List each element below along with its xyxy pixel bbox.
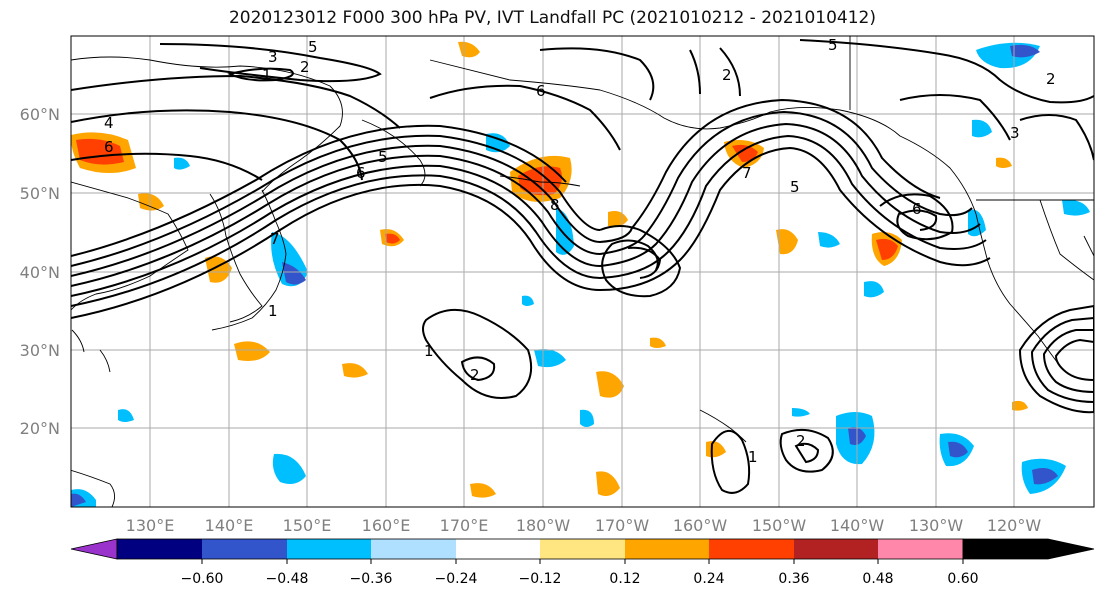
colorbar-segment	[709, 539, 794, 559]
lon-tick-label: 150°W	[752, 516, 807, 535]
contour-label: 1	[748, 448, 758, 466]
lon-tick-label: 180°W	[516, 516, 571, 535]
colorbar-extend-high	[962, 538, 1095, 560]
lat-tick-label: 60°N	[20, 105, 60, 124]
lat-tick-label: 50°N	[20, 184, 60, 203]
contour-label: 5	[790, 178, 800, 196]
contour-label: 6	[104, 138, 114, 156]
contour-labels: 3 5 1 2 6 4 6 5 6 8 7 5 2 6 1 1 2 5 2 3 …	[104, 36, 1056, 466]
colorbar-tick-label: −0.12	[519, 571, 562, 587]
lon-tick-label: 160°E	[362, 516, 411, 535]
colorbar-segment	[625, 539, 709, 559]
pc-shading	[71, 41, 1090, 507]
colorbar-segment	[540, 539, 625, 559]
contour-label: 1	[268, 302, 278, 320]
colorbar-tick-label: 0.60	[947, 571, 978, 587]
contour-label: 5	[308, 38, 318, 56]
lat-tick-label: 40°N	[20, 263, 60, 282]
colorbar-segment	[794, 539, 878, 559]
lon-tick-label: 140°E	[205, 516, 254, 535]
contour-label: 5	[828, 36, 838, 54]
contour-label: 2	[300, 58, 310, 76]
colorbar-segment	[878, 539, 963, 559]
colorbar-tick-label: −0.60	[181, 571, 224, 587]
contour-label: 2	[1046, 70, 1056, 88]
lon-tick-label: 120°W	[987, 516, 1042, 535]
lat-axis: 60°N 50°N 40°N 30°N 20°N	[20, 105, 60, 438]
lon-tick-label: 140°W	[830, 516, 885, 535]
contour-label: 2	[470, 366, 480, 384]
lon-tick-label: 130°W	[909, 516, 964, 535]
colorbar-segment	[371, 539, 456, 559]
colorbar-tick-label: −0.36	[350, 571, 393, 587]
colorbar-segment	[456, 539, 540, 559]
contour-label: 1	[424, 342, 434, 360]
lon-tick-label: 130°E	[126, 516, 175, 535]
contour-label: 6	[912, 200, 922, 218]
contour-label: 7	[270, 230, 280, 248]
lon-tick-label: 160°W	[673, 516, 728, 535]
colorbar-segment	[202, 539, 287, 559]
colorbar-tick-label: 0.24	[693, 571, 724, 587]
contour-label: 2	[722, 66, 732, 84]
contour-label: 5	[378, 148, 388, 166]
pv-contours	[71, 39, 1094, 494]
colorbar-tick-label: 0.12	[609, 571, 640, 587]
colorbar-tick-label: −0.24	[435, 571, 478, 587]
lon-tick-label: 170°E	[440, 516, 489, 535]
colorbar-tick-label: 0.48	[862, 571, 893, 587]
contour-label: 6	[356, 164, 366, 182]
contour-label: 6	[536, 82, 546, 100]
colorbar-tick-label: 0.36	[778, 571, 809, 587]
colorbar-segment	[287, 539, 371, 559]
contour-label: 8	[550, 196, 560, 214]
map-title: 2020123012 F000 300 hPa PV, IVT Landfall…	[228, 8, 876, 28]
contour-label: 2	[796, 432, 806, 450]
colorbar: −0.60 −0.48 −0.36 −0.24 −0.12 0.12 0.24 …	[70, 538, 1095, 587]
colorbar-extend-low	[70, 538, 118, 560]
colorbar-tick-label: −0.48	[266, 571, 309, 587]
contour-label: 7	[742, 164, 752, 182]
contour-label: 3	[268, 48, 278, 66]
lat-tick-label: 30°N	[20, 341, 60, 360]
lon-tick-label: 150°E	[283, 516, 332, 535]
contour-label: 3	[1010, 124, 1020, 142]
colorbar-segment	[117, 539, 202, 559]
lat-tick-label: 20°N	[20, 419, 60, 438]
contour-label: 4	[104, 114, 114, 132]
lon-tick-label: 170°W	[595, 516, 650, 535]
lon-axis: 130°E 140°E 150°E 160°E 170°E 180°W 170°…	[126, 516, 1042, 535]
contour-label: 1	[262, 66, 272, 84]
map-frame	[70, 35, 1095, 508]
